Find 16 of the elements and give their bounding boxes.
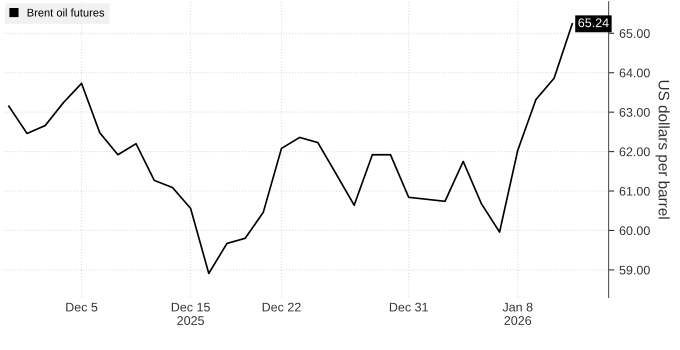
y-axis-title: US dollars per barrel xyxy=(655,80,670,219)
line-series xyxy=(8,23,574,274)
x-tick-label: Jan 8 2026 xyxy=(502,302,532,326)
legend-label: Brent oil futures xyxy=(28,8,104,17)
y-tick-label: 65.00 xyxy=(620,29,650,38)
y-tick-label: 63.00 xyxy=(620,108,650,117)
x-tick-label: Dec 22 xyxy=(262,302,301,312)
x-tick-label: Dec 31 xyxy=(390,302,428,312)
y-tick-label: 60.00 xyxy=(620,226,650,236)
x-tick-label: Dec 15 2025 xyxy=(172,302,210,326)
y-tick-label: 64.00 xyxy=(620,68,650,78)
data-label: 65.24 xyxy=(578,18,609,28)
y-tick-label: 61.00 xyxy=(620,186,650,196)
y-tick-label: 62.00 xyxy=(620,147,650,156)
y-tick-label: 59.00 xyxy=(620,266,650,275)
x-tick-label: Dec 5 xyxy=(66,302,98,312)
